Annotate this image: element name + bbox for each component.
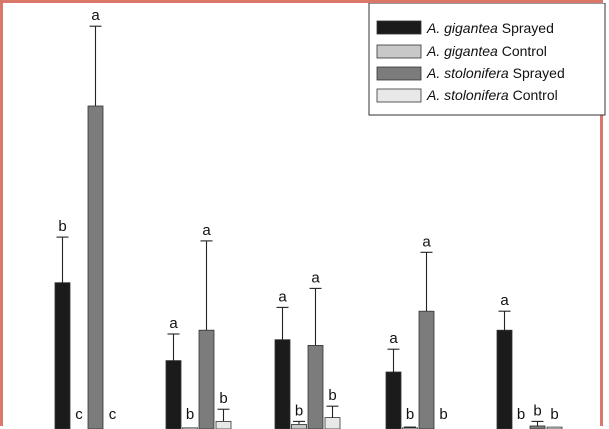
bar-s2-g1 (198, 329, 215, 429)
sig-letter-s0-g2: a (278, 288, 287, 305)
error-bar-s2-g2 (309, 287, 322, 346)
sig-letter-s0-g0: b (58, 218, 66, 235)
error-bar-s2-g4 (531, 420, 544, 426)
legend-label-1-species: A. gigantea (426, 43, 498, 59)
error-bar-s2-g3 (420, 251, 433, 312)
legend-label-2-treatment: Sprayed (509, 65, 565, 81)
sig-letter-s1-g0: c (75, 406, 83, 423)
sig-letter-s1-g1: b (186, 406, 194, 423)
bar-s2-g3 (418, 310, 435, 429)
sig-letter-s2-g1: a (202, 222, 211, 239)
sig-letter-s3-g2: b (328, 387, 336, 404)
bar-s0-g3 (385, 371, 402, 429)
sig-letter-s0-g1: a (169, 315, 178, 332)
error-bar-s1-g2 (293, 420, 305, 425)
legend-label-0-species: A. gigantea (426, 20, 498, 36)
legend-label-3-species: A. stolonifera (426, 87, 509, 103)
legend-label-1-treatment: Control (498, 43, 547, 59)
error-bar-s2-g0 (89, 25, 102, 106)
legend-label-3-treatment: Control (509, 87, 558, 103)
sig-letter-s0-g3: a (389, 330, 398, 347)
error-bar-s3-g2 (326, 405, 339, 418)
bars-layer (54, 105, 563, 429)
legend-swatch-2 (376, 66, 422, 81)
legend-label-2: A. stolonifera Sprayed (426, 65, 565, 81)
legend-label-0: A. gigantea Sprayed (426, 20, 554, 36)
legend-swatch-0 (376, 20, 422, 35)
error-bar-s0-g4 (498, 310, 511, 331)
sig-letter-s3-g0: c (109, 406, 117, 423)
error-bar-s0-g0 (56, 236, 69, 283)
sig-letter-s1-g2: b (295, 402, 303, 419)
bar-s2-g2 (307, 344, 324, 429)
sig-letter-s0-g4: a (500, 292, 509, 309)
error-bar-s0-g3 (387, 348, 400, 372)
error-bar-s0-g1 (167, 333, 180, 361)
bar-s0-g1 (165, 360, 182, 429)
sig-letter-s1-g4: b (517, 406, 525, 423)
legend-label-1: A. gigantea Control (426, 43, 547, 59)
sig-letter-s3-g1: b (219, 390, 227, 407)
bar-s0-g0 (54, 282, 71, 429)
bar-s0-g4 (496, 329, 513, 429)
error-bars-layer (56, 25, 544, 428)
legend-swatch-1 (376, 44, 422, 59)
bar-s3-g2 (324, 417, 341, 429)
bar-s0-g2 (274, 339, 291, 429)
sig-letter-s2-g3: a (422, 233, 431, 250)
legend-label-2-species: A. stolonifera (426, 65, 509, 81)
bar-s1-g2 (291, 424, 307, 429)
error-bar-s3-g1 (217, 408, 230, 422)
bar-s3-g1 (215, 420, 232, 429)
sig-letter-s2-g0: a (91, 7, 100, 24)
legend-label-0-treatment: Sprayed (498, 20, 554, 36)
legend-swatch-3 (376, 88, 422, 103)
sig-letter-s2-g2: a (311, 269, 320, 286)
error-bar-s2-g1 (200, 240, 213, 331)
bar-s2-g0 (87, 105, 104, 429)
error-bar-s0-g2 (276, 306, 289, 340)
legend: A. gigantea Sprayed A. gigantea Control … (368, 3, 606, 116)
sig-letter-s1-g3: b (406, 406, 414, 423)
sig-letter-s3-g4: b (550, 406, 558, 423)
sig-letter-s2-g4: b (533, 402, 541, 419)
legend-label-3: A. stolonifera Control (426, 87, 558, 103)
sig-letter-s3-g3: b (439, 406, 447, 423)
